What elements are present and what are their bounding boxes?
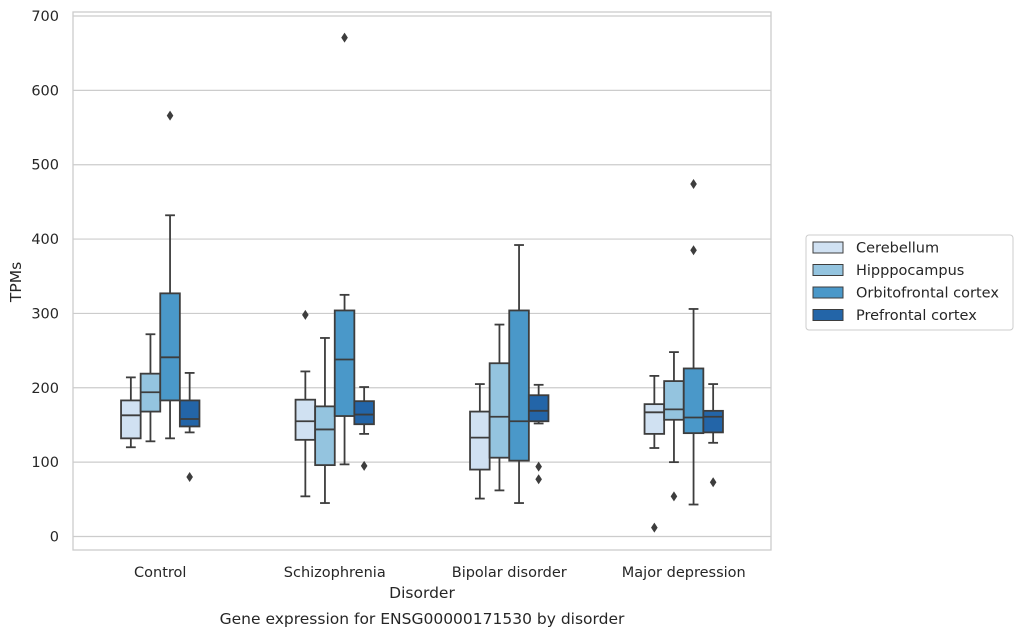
y-axis-title: TPMs [7, 262, 25, 303]
box-iqr [120, 399, 142, 440]
y-tick-label: 300 [31, 306, 59, 322]
outlier-point [166, 110, 174, 121]
box-prefrontal-cortex-3 [702, 383, 724, 488]
outlier-point [535, 474, 542, 485]
box-orbitofrontal-cortex-0 [159, 110, 181, 440]
outlier-point [341, 32, 348, 43]
y-tick-label: 600 [31, 83, 59, 99]
box-cerebellum-0 [120, 376, 142, 449]
y-tick-label: 0 [50, 530, 59, 546]
y-tick-label: 500 [31, 158, 59, 174]
outlier-point [709, 477, 717, 488]
legend-label: Orbitofrontal cortex [856, 286, 999, 302]
box-iqr [333, 309, 356, 417]
x-axis-ticks: Control Schizophrenia Bipolar disorder Majo… [134, 565, 746, 581]
outlier-point [302, 309, 309, 320]
box-hipppocampus-0 [139, 333, 162, 443]
outlier-point [690, 245, 697, 256]
x-tick-label: Control [134, 565, 186, 581]
y-axis-ticks: 0 100 200 300 400 500 600 700 [31, 9, 59, 546]
box-iqr [159, 292, 181, 402]
box-hipppocampus-3 [663, 351, 685, 502]
box-cerebellum-1 [294, 309, 317, 498]
y-tick-label: 400 [31, 232, 59, 248]
box-iqr [663, 380, 685, 421]
box-cerebellum-2 [469, 383, 491, 500]
box-orbitofrontal-cortex-2 [508, 244, 530, 504]
outlier-point [360, 460, 368, 471]
legend-swatch [812, 241, 844, 254]
plot-frame [72, 11, 772, 551]
y-tick-label: 200 [31, 381, 59, 397]
legend-label: Cerebellum [856, 241, 939, 257]
box-cerebellum-3 [643, 374, 666, 533]
outlier-point [651, 522, 658, 533]
box-iqr [643, 403, 666, 435]
box-hipppocampus-2 [488, 323, 511, 492]
box-prefrontal-cortex-1 [353, 386, 375, 471]
box-orbitofrontal-cortex-3 [682, 179, 705, 506]
box-orbitofrontal-cortex-1 [333, 32, 356, 466]
box-iqr [527, 394, 550, 423]
box-iqr [508, 309, 530, 462]
box-iqr [178, 399, 201, 428]
box-iqr [294, 398, 317, 441]
x-tick-label: Major depression [622, 565, 746, 581]
x-tick-label: Bipolar disorder [452, 565, 567, 581]
figure-caption: Gene expression for ENSG00000171530 by d… [220, 610, 625, 628]
y-tick-label: 700 [31, 9, 59, 25]
box-iqr [353, 400, 375, 426]
outlier-point [690, 179, 697, 190]
box-iqr [469, 410, 491, 471]
box-prefrontal-cortex-2 [527, 383, 550, 485]
box-iqr [702, 409, 724, 434]
y-tick-label: 100 [31, 455, 59, 471]
legend-frame [805, 234, 1014, 331]
box-iqr [314, 405, 336, 467]
box-hipppocampus-1 [314, 337, 336, 504]
legend-label: Prefrontal cortex [856, 308, 977, 324]
box-iqr [682, 367, 705, 435]
legend-swatch [812, 309, 844, 321]
legend-swatch [812, 264, 844, 276]
outlier-point [535, 461, 542, 472]
x-tick-label: Schizophrenia [284, 565, 386, 581]
boxes-layer [120, 32, 724, 533]
legend-swatch [812, 286, 844, 299]
gridlines [73, 15, 771, 538]
legend-label: Hipppocampus [856, 263, 964, 279]
x-axis-title: Disorder [389, 584, 455, 602]
legend: Cerebellum Hipppocampus Orbitofrontal cort… [805, 234, 1014, 331]
box-prefrontal-cortex-0 [178, 372, 201, 483]
outlier-point [670, 491, 678, 502]
outlier-point [186, 472, 193, 483]
box-iqr [488, 362, 511, 459]
